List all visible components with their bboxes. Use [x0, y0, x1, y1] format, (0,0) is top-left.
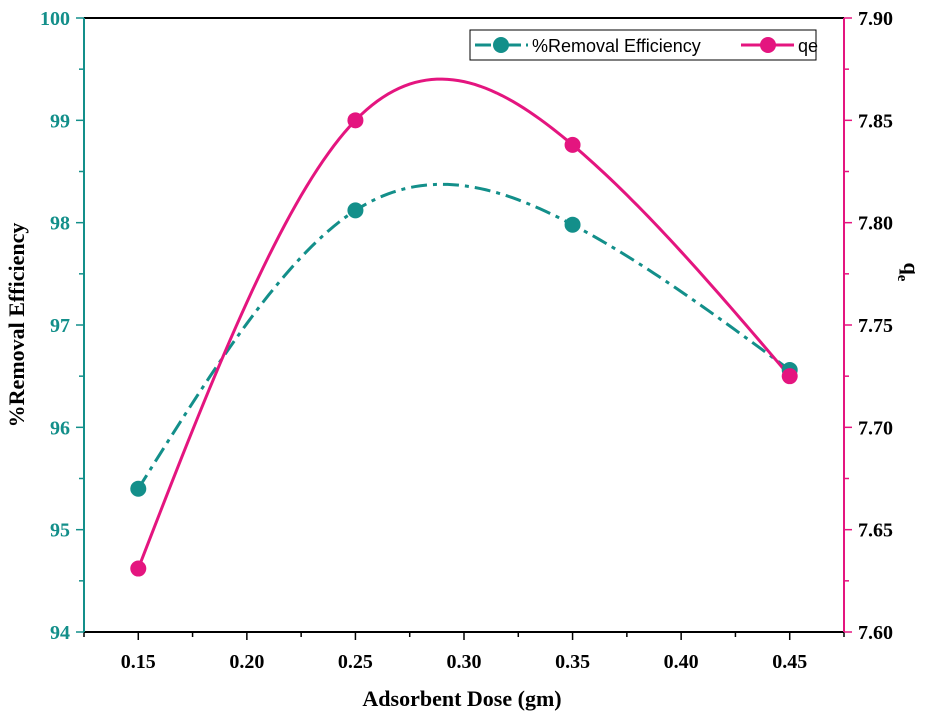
x-tick-label: 0.20 [229, 651, 264, 673]
y-left-tick-label: 99 [50, 110, 70, 132]
data-markers [130, 112, 798, 577]
y-right-tick-label: 7.65 [858, 520, 893, 542]
x-tick-label: 0.45 [772, 651, 807, 673]
data-point-removal [347, 202, 364, 219]
y-right-tick-label: 7.80 [858, 213, 893, 235]
x-tick-label: 0.35 [555, 651, 590, 673]
y-left-tick-label: 100 [40, 8, 70, 30]
data-point-qe [347, 112, 364, 129]
data-point-qe [130, 560, 147, 577]
y-left-tick-label: 94 [50, 622, 70, 644]
y-axis-right-title-sub: e [894, 275, 910, 282]
y-axis-left-title: %Removal Efficiency [4, 223, 29, 428]
y-axis-right-title-main: q [899, 263, 924, 276]
y-right-tick-label: 7.60 [858, 622, 893, 644]
data-point-removal [564, 216, 581, 233]
data-point-removal [130, 480, 147, 497]
y-axis-right: 7.60 7.65 7.70 7.75 7.80 7.85 7.90 [844, 8, 893, 644]
y-right-tick-label: 7.75 [858, 315, 893, 337]
x-tick-label: 0.25 [338, 651, 373, 673]
legend-label-qe: qe [798, 36, 818, 56]
x-axis-title: Adsorbent Dose (gm) [362, 686, 561, 711]
y-left-tick-label: 98 [50, 213, 70, 235]
series-curves [136, 77, 791, 570]
series-curve-removal [137, 182, 791, 490]
legend-marker-removal [493, 37, 509, 53]
y-left-tick-label: 96 [50, 417, 70, 439]
data-point-qe [564, 136, 581, 153]
legend-label-removal: %Removal Efficiency [532, 36, 701, 56]
y-axis-left: 94 95 96 97 98 99 100 [40, 8, 84, 644]
y-right-tick-label: 7.85 [858, 110, 893, 132]
x-axis: 0.15 0.20 0.25 0.30 0.35 0.40 0.45 [83, 632, 845, 673]
legend: %Removal Efficiency qe [469, 29, 818, 61]
series-curve-qe [136, 77, 791, 570]
y-right-tick-label: 7.90 [858, 8, 893, 30]
x-tick-label: 0.40 [664, 651, 699, 673]
y-right-tick-label: 7.70 [858, 417, 893, 439]
legend-marker-qe [760, 37, 776, 53]
y-left-tick-label: 95 [50, 520, 70, 542]
y-left-tick-label: 97 [50, 315, 70, 337]
y-axis-right-title: qe [894, 263, 924, 282]
data-point-qe [781, 368, 798, 385]
x-tick-label: 0.30 [447, 651, 482, 673]
x-tick-label: 0.15 [121, 651, 156, 673]
